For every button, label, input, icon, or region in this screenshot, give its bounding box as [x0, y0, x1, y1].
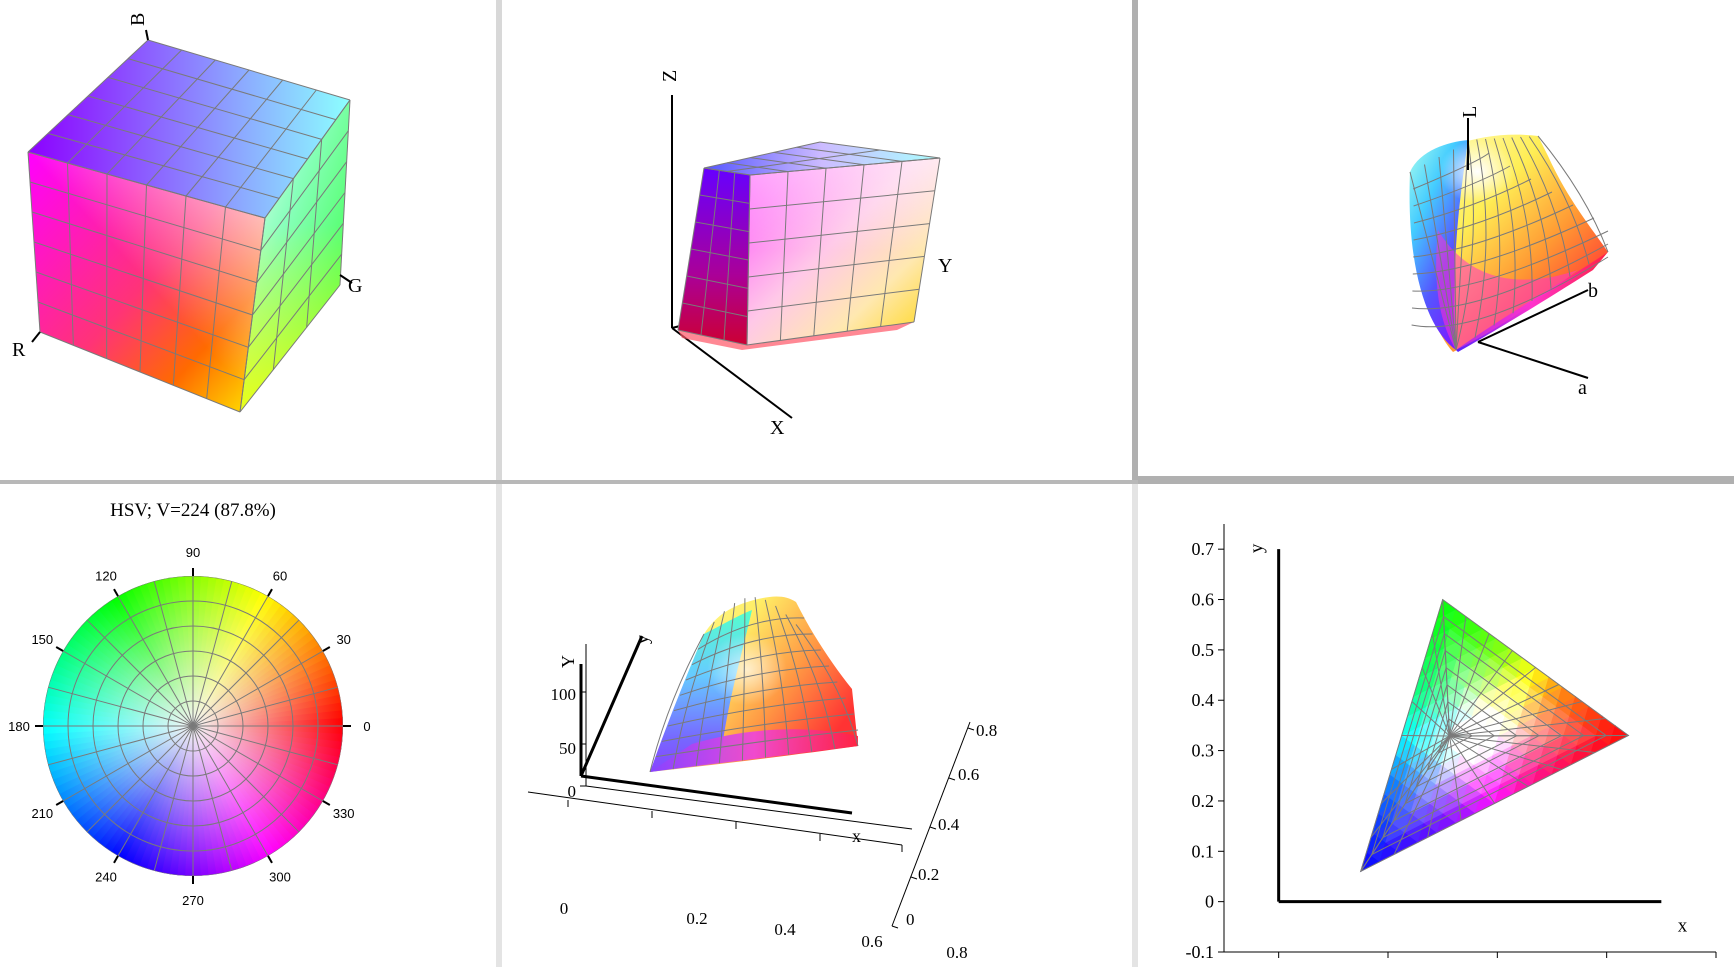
xyY-solid — [650, 596, 858, 772]
rgb-cube-panel[interactable]: B R G — [0, 0, 496, 480]
xyz-solid — [678, 142, 940, 350]
Y-tick-label: 0 — [568, 782, 577, 801]
hsv-angle-label: 180 — [8, 719, 30, 734]
lab-axes — [1467, 118, 1589, 379]
y-tick-label: 0.8 — [976, 721, 997, 740]
hsv-angle-label: 30 — [336, 632, 350, 647]
hsv-angle-labels: 0 30 60 90 120 150 180 210 240 270 300 330 — [8, 545, 370, 908]
y-tick-label: 0.4 — [938, 815, 960, 834]
hsv-angle-label: 270 — [182, 893, 204, 908]
hsv-angle-label: 120 — [95, 568, 117, 583]
y-tick-label: 0.6 — [958, 765, 979, 784]
axis-label-l: L — [1459, 106, 1481, 118]
separator — [1132, 0, 1138, 482]
y-tick-label: 0.7 — [1192, 539, 1215, 559]
cube-top-face — [28, 40, 350, 218]
y-tick-label: 0.6 — [1192, 590, 1215, 610]
hsv-title: HSV; V=224 (87.8%) — [110, 500, 276, 521]
separator — [496, 484, 502, 967]
separator — [1138, 476, 1734, 484]
xyY-plot[interactable]: Y y x 0 50 100 0 0.2 0.4 0.6 0.8 0 0.2 0… — [502, 484, 1132, 967]
x-tick-label: 0.2 — [1377, 964, 1400, 967]
lab-grid — [1409, 135, 1609, 351]
axis-label-g: G — [348, 275, 362, 297]
xyz-panel[interactable]: Z X Y — [502, 0, 1132, 480]
hsv-panel[interactable]: HSV; V=224 (87.8%) 0 30 60 90 120 150 180 210 24… — [0, 484, 496, 967]
hsv-angle-label: 240 — [95, 870, 117, 885]
y-tick-label: 0 — [1205, 892, 1214, 912]
axis-label-a: a — [1578, 377, 1587, 399]
axis-label-y: Y — [938, 255, 952, 277]
y-tick-label: -0.1 — [1186, 942, 1215, 962]
axis-label-y: y — [632, 635, 652, 644]
rgb-cube-plot[interactable]: B R G — [0, 0, 496, 480]
xy-chromaticity-plot[interactable]: 00.20.40.60.8-0.100.10.20.30.40.50.60.7 … — [1138, 484, 1734, 967]
hsv-grid — [43, 576, 343, 876]
xyY-y-depth-axis — [891, 721, 975, 929]
lab-panel[interactable]: L b a — [1138, 0, 1734, 476]
xy-gamut-grid — [1359, 598, 1630, 873]
xy-frame — [1223, 524, 1716, 953]
hsv-angle-label: 210 — [31, 806, 53, 821]
axis-label-x: x — [1678, 916, 1688, 937]
xy-chromaticity-panel[interactable]: 00.20.40.60.8-0.100.10.20.30.40.50.60.7 … — [1138, 484, 1734, 967]
x-tick-label: 0.4 — [774, 920, 796, 939]
hsv-angle-label: 0 — [363, 719, 370, 734]
separator — [0, 480, 1734, 484]
x-tick-label: 0.4 — [1486, 964, 1509, 967]
xyz-grid — [677, 141, 941, 346]
xy-zero-axes — [1277, 549, 1662, 904]
y-tick-label: 0.4 — [1192, 690, 1215, 710]
cube-grid — [27, 39, 351, 413]
xyY-panel[interactable]: Y y x 0 50 100 0 0.2 0.4 0.6 0.8 0 0.2 0… — [502, 484, 1132, 967]
y-tick-label: 0.1 — [1192, 841, 1215, 861]
x-tick-label: 0.8 — [1705, 964, 1728, 967]
xyY-main-axes — [579, 635, 853, 815]
y-tick-label: 0 — [906, 910, 915, 929]
x-tick-label: 0.6 — [1595, 964, 1618, 967]
hsv-angle-label: 60 — [273, 568, 287, 583]
axis-label-r: R — [12, 339, 26, 361]
xy-tick-labels: 0 0.2 0.4 0.6 0.8 -0.1 0 0.1 0.2 0.3 0.4 0.5 0.6 0.7 — [1186, 539, 1728, 967]
separator — [1132, 484, 1138, 967]
lab-solid — [1409, 134, 1608, 352]
axis-label-z: Z — [659, 70, 681, 82]
axis-label-x: X — [770, 417, 785, 439]
x-tick-label: 0.8 — [946, 943, 967, 962]
separator — [496, 0, 502, 482]
y-tick-label: 0.2 — [918, 865, 939, 884]
cube-axes — [31, 29, 353, 343]
axis-label-y: y — [1247, 543, 1268, 553]
axis-label-Y: Y — [558, 655, 578, 668]
xyz-plot[interactable]: Z X Y — [502, 0, 1132, 480]
Y-tick-label: 50 — [559, 739, 576, 758]
xyY-x-axis-line — [527, 791, 903, 846]
axis-label-b: b — [1588, 280, 1598, 302]
x-tick-label: 0 — [560, 899, 569, 918]
hsv-ticks — [35, 568, 351, 884]
axis-label-x: x — [852, 826, 861, 846]
xyY-grid — [649, 597, 859, 773]
x-tick-label: 0 — [1274, 964, 1283, 967]
y-tick-label: 0.5 — [1192, 640, 1215, 660]
axis-label-b: B — [127, 13, 149, 26]
hsv-angle-label: 90 — [186, 545, 200, 560]
y-tick-label: 0.3 — [1192, 741, 1215, 761]
lab-plot[interactable]: L b a — [1138, 0, 1734, 476]
xy-ticks — [1218, 548, 1717, 958]
hsv-angle-label: 300 — [269, 870, 291, 885]
Y-tick-label: 100 — [551, 685, 577, 704]
xyY-x-ticks — [567, 800, 903, 852]
cube-left-face — [28, 152, 265, 412]
cube-right-face — [240, 100, 350, 412]
hsv-plot[interactable]: HSV; V=224 (87.8%) 0 30 60 90 120 150 180 210 24… — [0, 484, 496, 967]
x-tick-label: 0.6 — [861, 932, 882, 951]
y-tick-label: 0.2 — [1192, 791, 1215, 811]
x-tick-label: 0.2 — [686, 909, 707, 928]
hsv-angle-label: 150 — [31, 632, 53, 647]
hsv-angle-label: 330 — [333, 806, 355, 821]
